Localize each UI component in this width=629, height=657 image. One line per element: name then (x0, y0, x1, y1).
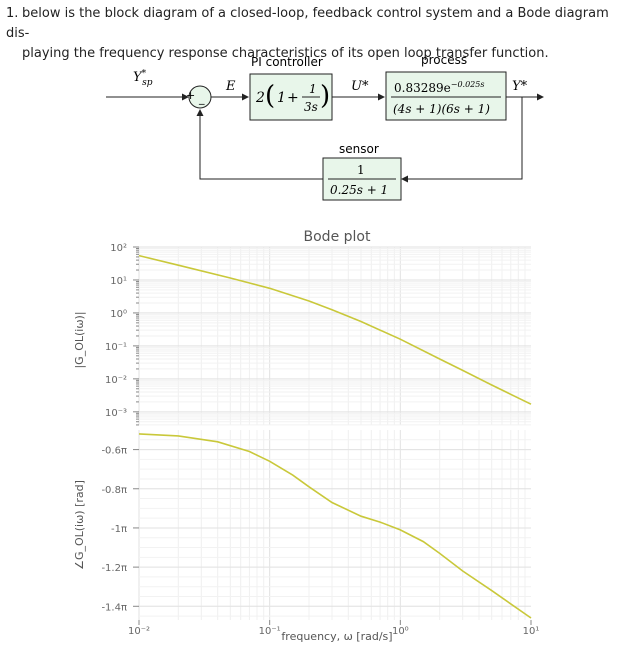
pi-controller-label: PI controller (251, 55, 323, 69)
pi-plus: + (287, 90, 299, 106)
sensor-den: 0.25s + 1 (330, 183, 388, 197)
ph-ytick-label: -0.6π (101, 446, 127, 457)
magnitude-series-line (138, 254, 532, 405)
feedback-arrow-in (401, 97, 523, 183)
pi-one: 1 (277, 90, 286, 106)
pi-paren-right: ) (320, 81, 330, 111)
phase-axis: -0.6π -0.8π -1π -1.2π -1.4π (101, 446, 139, 613)
mag-ytick-label: 10⁻¹ (105, 342, 127, 353)
question-line-1: below is the block diagram of a closed-l… (6, 6, 609, 41)
x-tick-label: 10¹ (523, 626, 540, 637)
sum-minus: _ (198, 92, 205, 105)
feedback-arrow-out (196, 109, 323, 180)
mag-ytick-label: 10⁰ (110, 309, 127, 320)
x-tick-label: 10⁻² (128, 626, 150, 637)
mag-ytick-label: 10⁻² (105, 375, 127, 386)
magnitude-grid (138, 246, 531, 620)
x-tick-labels: 10⁻² 10⁻¹ 10⁰ 10¹ (128, 620, 539, 637)
x-tick-label: 10⁰ (392, 626, 409, 637)
sum-plus: + (186, 89, 195, 102)
phase-ylabel: ∠G_OL(iω) [rad] (73, 480, 86, 570)
sensor-label: sensor (339, 142, 379, 156)
ph-ytick-label: -0.8π (101, 485, 127, 496)
chart-title: Bode plot (304, 229, 371, 245)
question-text: 1. below is the block diagram of a closed… (6, 4, 622, 64)
pi-gain: 2 (255, 90, 265, 106)
x-tick-label: 10⁻¹ (259, 626, 281, 637)
block-diagram: Y* sp + _ E PI controller 2 ( 1 + 1 3s ) … (106, 53, 544, 201)
question-number: 1. (6, 6, 19, 21)
mag-ytick-label: 10² (110, 243, 127, 254)
magnitude-ylabel: |G_OL(iω)| (73, 311, 86, 368)
mag-ytick-label: 10⁻³ (105, 408, 127, 419)
pi-frac-num: 1 (309, 82, 317, 96)
process-label: process (421, 53, 467, 67)
x-axis-label: frequency, ω [rad/s] (281, 630, 392, 643)
sensor-num: 1 (357, 163, 365, 177)
ph-ytick-label: -1.2π (101, 563, 127, 574)
process-den: (4s + 1)(6s + 1) (393, 102, 490, 116)
phase-series-line (138, 433, 532, 619)
process-num: 0.83289e−0.025s (394, 80, 484, 95)
pi-frac-den: 3s (304, 100, 318, 114)
ph-ytick-label: -1π (111, 524, 127, 535)
magnitude-axis: 10² 10¹ 10⁰ 10⁻¹ 10⁻² 10⁻³ (105, 243, 139, 426)
process-block (385, 71, 507, 121)
question-line-2: playing the frequency response character… (22, 46, 549, 61)
ph-ytick-label: -1.4π (101, 602, 127, 613)
output-label: Y* (512, 79, 528, 94)
phase-grid (139, 439, 531, 617)
pi-paren-left: ( (265, 81, 275, 111)
u-label: U* (351, 79, 369, 94)
error-label: E (225, 79, 236, 94)
mag-ytick-label: 10¹ (110, 276, 127, 287)
